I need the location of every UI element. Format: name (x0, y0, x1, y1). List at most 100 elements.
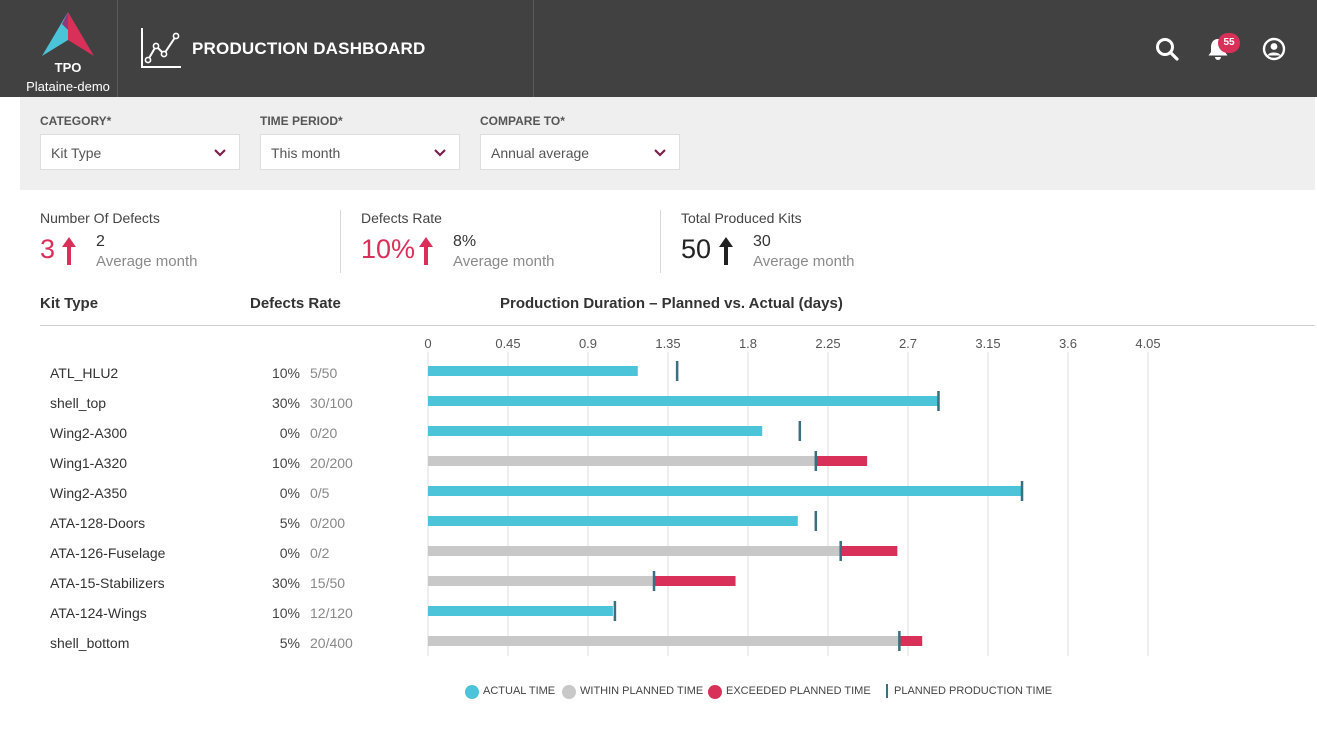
row-kit-name: ATA-128-Doors (50, 515, 146, 531)
row-defects-rate: 0% (279, 425, 300, 441)
top-header: TPO Plataine-demo PRODUCTION DASHBOARD 5… (0, 0, 1317, 97)
category-select[interactable]: Kit Type (40, 134, 240, 170)
row-defects-ratio: 20/200 (310, 455, 353, 471)
row-defects-ratio: 0/5 (310, 485, 330, 501)
category-filter: CATEGORY* Kit Type (40, 114, 240, 170)
row-defects-ratio: 30/100 (310, 395, 353, 411)
chart-title: Production Duration – Planned vs. Actual… (500, 295, 843, 312)
x-tick-label: 3.6 (1059, 336, 1077, 351)
bar-exceeded-planned (815, 456, 868, 466)
row-kit-name: ATL_HLU2 (50, 365, 119, 381)
logo[interactable]: TPO Plataine-demo (0, 0, 118, 97)
planned-time-marker (814, 451, 818, 471)
planned-time-marker (898, 631, 901, 651)
kpi-average-label: Average month (96, 253, 198, 270)
row-defects-rate: 10% (271, 455, 300, 471)
kpi-value: 10% (361, 234, 416, 264)
legend-label: EXCEEDED PLANNED TIME (726, 685, 871, 697)
kpi-divider (340, 210, 341, 273)
row-defects-rate: 10% (271, 605, 300, 621)
planned-time-marker (675, 361, 679, 381)
search-icon[interactable] (1154, 36, 1180, 62)
compare-to-select[interactable]: Annual average (480, 134, 680, 170)
x-tick-label: 0.45 (495, 336, 520, 351)
row-kit-name: ATA-124-Wings (50, 605, 147, 621)
kpi-total-produced-kits: Total Produced Kits 50 30 Average month (681, 210, 971, 274)
bar-within-planned (428, 546, 841, 556)
kpi-label: Defects Rate (361, 210, 442, 226)
planned-time-marker (652, 571, 656, 591)
chevron-down-icon (214, 149, 226, 157)
bar-within-planned (428, 576, 654, 586)
x-tick-label: 0.9 (579, 336, 597, 351)
defects-rate-header: Defects Rate (250, 295, 341, 312)
bar-exceeded-planned (653, 576, 736, 586)
compare-to-label: COMPARE TO* (480, 114, 565, 128)
kpi-number-of-defects: Number Of Defects 3 2 Average month (40, 210, 330, 274)
header-divider (40, 325, 1315, 326)
legend-tick-planned (886, 684, 888, 698)
page-title-area: PRODUCTION DASHBOARD (118, 0, 534, 97)
bar-actual-time (428, 606, 613, 616)
time-period-filter: TIME PERIOD* This month (260, 114, 460, 170)
x-tick-label: 4.05 (1135, 336, 1160, 351)
kpi-divider (660, 210, 661, 273)
kpi-label: Number Of Defects (40, 210, 160, 226)
x-tick-label: 2.25 (815, 336, 840, 351)
row-defects-ratio: 20/400 (310, 635, 353, 651)
bar-exceeded-planned (840, 546, 898, 556)
notification-badge: 55 (1218, 33, 1240, 53)
row-defects-rate: 5% (279, 515, 300, 531)
planned-time-marker (839, 541, 842, 561)
planned-time-marker (814, 511, 818, 531)
time-period-label: TIME PERIOD* (260, 114, 343, 128)
legend-label: PLANNED PRODUCTION TIME (894, 685, 1053, 697)
row-defects-rate: 30% (271, 575, 300, 591)
row-defects-ratio: 0/2 (310, 545, 330, 561)
legend-label: ACTUAL TIME (483, 685, 556, 697)
tpo-logo-icon (42, 12, 94, 56)
row-defects-rate: 0% (279, 545, 300, 561)
kpi-value: 50 (681, 234, 712, 264)
kpi-defects-rate: Defects Rate 10% 8% Average month (361, 210, 651, 274)
arrow-up-icon (719, 237, 733, 265)
bar-within-planned (428, 456, 816, 466)
time-period-select[interactable]: This month (260, 134, 460, 170)
row-defects-ratio: 0/200 (310, 515, 346, 531)
x-tick-label: 0 (424, 336, 431, 351)
legend-dot-exceeded (708, 685, 722, 699)
row-defects-rate: 10% (271, 365, 300, 381)
row-defects-rate: 5% (279, 635, 300, 651)
planned-time-marker (937, 391, 940, 411)
bar-actual-time (428, 396, 939, 406)
bar-actual-time (428, 486, 1022, 496)
x-tick-label: 2.7 (899, 336, 917, 351)
row-defects-ratio: 15/50 (310, 575, 346, 591)
row-kit-name: shell_top (50, 395, 107, 411)
category-label: CATEGORY* (40, 114, 112, 128)
row-kit-name: Wing2-A350 (50, 485, 128, 501)
row-kit-name: ATA-126-Fuselage (50, 545, 166, 561)
row-kit-name: ATA-15-Stabilizers (50, 575, 165, 591)
row-defects-ratio: 12/120 (310, 605, 353, 621)
category-value: Kit Type (51, 145, 102, 161)
legend-dot-within (562, 685, 576, 699)
compare-to-value: Annual average (491, 145, 590, 161)
legend-label: WITHIN PLANNED TIME (580, 685, 704, 697)
x-tick-label: 1.8 (739, 336, 757, 351)
row-defects-rate: 30% (271, 395, 300, 411)
kit-type-header: Kit Type (40, 295, 99, 312)
kpi-average-value: 8% (453, 233, 477, 250)
planned-time-marker (613, 601, 617, 621)
row-kit-name: Wing2-A300 (50, 425, 128, 441)
org-name: Plataine-demo (26, 79, 110, 94)
kpi-average-value: 2 (96, 233, 105, 250)
time-period-value: This month (271, 145, 341, 161)
bar-exceeded-planned (899, 636, 923, 646)
kpi-average-label: Average month (753, 253, 855, 270)
user-profile-icon[interactable] (1261, 36, 1287, 62)
kpi-label: Total Produced Kits (681, 210, 802, 226)
row-defects-ratio: 0/20 (310, 425, 338, 441)
arrow-up-icon (62, 237, 76, 265)
bar-actual-time (428, 516, 798, 526)
